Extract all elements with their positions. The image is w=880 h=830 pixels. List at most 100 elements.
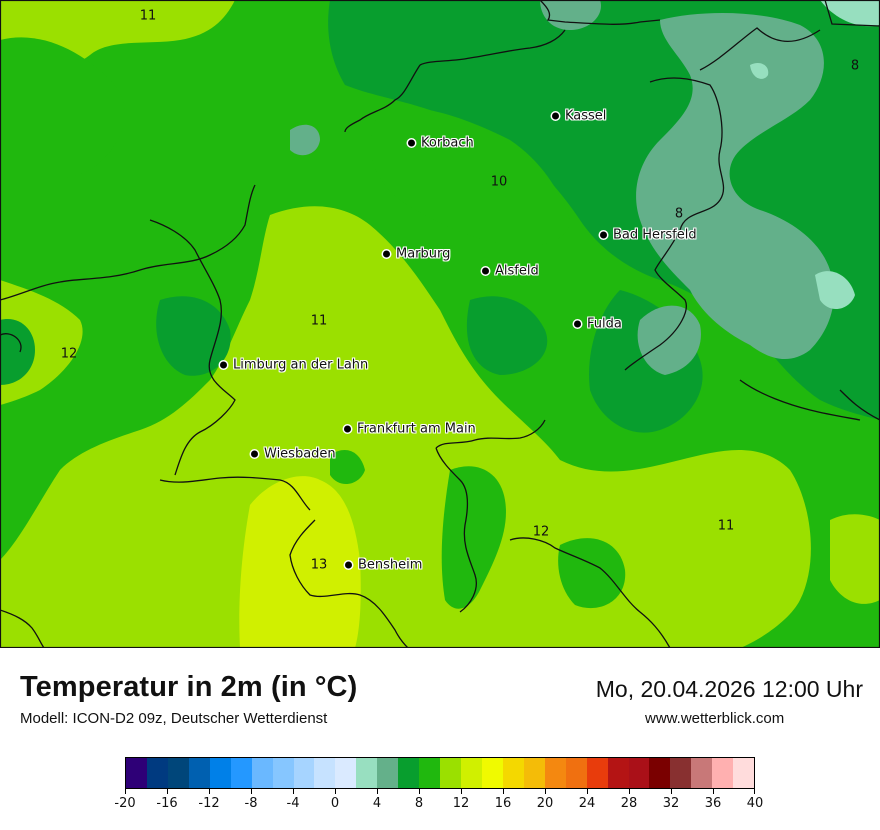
contour-label: 11 [717, 518, 735, 534]
contour-label: 13 [310, 557, 328, 573]
colorbar-segment [251, 758, 273, 788]
colorbar-tick [251, 789, 252, 794]
colorbar-segment [440, 758, 461, 788]
contour-label: 8 [850, 58, 860, 74]
city-label: Bensheim [358, 557, 423, 573]
city-dot-icon [220, 361, 227, 369]
colorbar-segment [272, 758, 294, 788]
colorbar-tick-label: 20 [536, 796, 554, 811]
colorbar-tick [293, 789, 294, 794]
city-marker-bad-hersfeld: Bad Hersfeld [600, 228, 697, 243]
city-dot-icon [344, 425, 351, 433]
colorbar-segment [293, 758, 315, 788]
colorbar-tick-label: -12 [198, 796, 220, 811]
colorbar-tick [545, 789, 546, 794]
city-dot-icon [345, 561, 352, 569]
city-dot-icon [482, 267, 489, 275]
city-dot-icon [383, 250, 390, 258]
colorbar-tick [713, 789, 714, 794]
contour-label: 12 [60, 346, 78, 362]
city-marker-fulda: Fulda [574, 317, 622, 332]
colorbar-segment [377, 758, 399, 788]
colorbar-segment [712, 758, 734, 788]
colorbar-tick-label: 28 [620, 796, 638, 811]
map-title: Temperatur in 2m (in °C) [20, 671, 358, 703]
website-link[interactable]: www.wetterblick.com [645, 710, 785, 727]
colorbar-tick [754, 789, 755, 794]
city-label: Bad Hersfeld [613, 227, 697, 243]
contour-label: 11 [310, 313, 328, 329]
model-source: Modell: ICON-D2 09z, Deutscher Wetterdie… [20, 710, 328, 727]
temperature-colorbar [125, 757, 755, 789]
colorbar-tick-label: -8 [244, 796, 258, 811]
colorbar-tick-label: 12 [452, 796, 470, 811]
contour-label: 11 [139, 8, 157, 24]
city-label: Frankfurt am Main [357, 421, 476, 437]
colorbar-tick [209, 789, 210, 794]
colorbar-segment [691, 758, 713, 788]
colorbar-segment [502, 758, 524, 788]
city-marker-wiesbaden: Wiesbaden [251, 447, 336, 462]
colorbar-tick [587, 789, 588, 794]
colorbar-segment [188, 758, 210, 788]
colorbar-tick-label: 32 [662, 796, 680, 811]
contour-label: 10 [490, 174, 508, 190]
colorbar-segment [146, 758, 168, 788]
colorbar-tick-label: 8 [414, 796, 424, 811]
colorbar-tick [629, 789, 630, 794]
temperature-map-canvas [0, 0, 880, 648]
colorbar-segment [586, 758, 608, 788]
city-dot-icon [552, 112, 559, 120]
colorbar-tick [461, 789, 462, 794]
colorbar-segment [649, 758, 671, 788]
colorbar-tick-label: 36 [704, 796, 722, 811]
colorbar-tick-label: -4 [286, 796, 300, 811]
city-label: Limburg an der Lahn [233, 357, 369, 373]
colorbar-tick-label: -20 [114, 796, 136, 811]
colorbar-segment [398, 758, 420, 788]
city-marker-kassel: Kassel [552, 109, 606, 124]
city-label: Marburg [396, 246, 451, 262]
contour-label: 12 [532, 524, 550, 540]
colorbar-segment [419, 758, 441, 788]
city-label: Kassel [565, 108, 607, 124]
colorbar-tick [503, 789, 504, 794]
contour-label: 8 [674, 206, 684, 222]
colorbar-tick-label: 4 [372, 796, 382, 811]
colorbar-tick [377, 789, 378, 794]
city-label: Korbach [421, 135, 474, 151]
colorbar-segment [335, 758, 357, 788]
city-dot-icon [600, 231, 607, 239]
city-marker-limburg: Limburg an der Lahn [220, 358, 368, 373]
colorbar-tick [419, 789, 420, 794]
city-marker-alsfeld: Alsfeld [482, 264, 539, 279]
colorbar-ticks: -20 -16 -12 -8 -4 0 4 8 12 16 20 24 28 32 36 40 [114, 789, 763, 829]
colorbar-segment [733, 758, 755, 788]
city-marker-frankfurt: Frankfurt am Main [344, 422, 476, 437]
temperature-map: 11 8 10 8 11 12 11 12 13 Kassel Korbach … [0, 0, 880, 648]
colorbar-tick-label: 16 [494, 796, 512, 811]
colorbar-segment [314, 758, 336, 788]
city-dot-icon [251, 450, 258, 458]
forecast-datetime: Mo, 20.04.2026 12:00 Uhr [595, 676, 863, 702]
colorbar-tick [671, 789, 672, 794]
colorbar-segment [356, 758, 378, 788]
colorbar-segment [461, 758, 482, 788]
colorbar-segment [670, 758, 692, 788]
colorbar-tick-label: -16 [156, 796, 178, 811]
colorbar-segment [126, 758, 147, 788]
city-label: Alsfeld [495, 263, 539, 279]
colorbar-tick [125, 789, 126, 794]
city-marker-bensheim: Bensheim [345, 558, 422, 573]
colorbar-tick-label: 24 [578, 796, 596, 811]
city-marker-korbach: Korbach [408, 136, 474, 151]
colorbar-tick-label: 0 [330, 796, 340, 811]
colorbar-segment [167, 758, 189, 788]
colorbar-segment [209, 758, 231, 788]
colorbar-tick [335, 789, 336, 794]
colorbar-segment [230, 758, 252, 788]
city-dot-icon [408, 139, 415, 147]
colorbar-segment [544, 758, 566, 788]
colorbar-tick-label: 40 [746, 796, 764, 811]
city-dot-icon [574, 320, 581, 328]
